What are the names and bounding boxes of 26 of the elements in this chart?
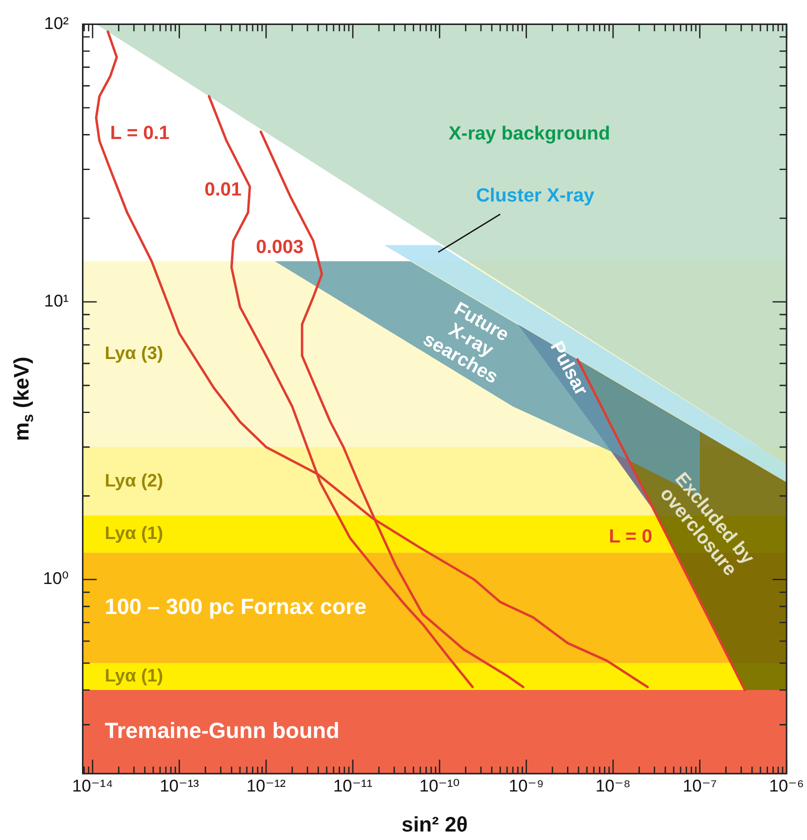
x-tick-label: 10⁻¹⁰ — [419, 776, 460, 796]
y-axis-title: ms (keV) — [10, 356, 38, 441]
series-label: 0.01 — [204, 180, 242, 201]
y-tick-label: 10¹ — [44, 292, 70, 311]
band-label: Lyα (1) — [104, 523, 164, 544]
series-label: L = 0 — [608, 526, 652, 548]
x-tick-label: 10⁻¹³ — [160, 776, 200, 796]
series-label: 0.003 — [256, 236, 304, 258]
x-tick-label: 10⁻⁷ — [682, 776, 717, 796]
band-label: Lyα (3) — [104, 343, 164, 364]
y-tick-label: 10⁰ — [42, 569, 69, 588]
x-tick-label: 10⁻¹² — [246, 776, 286, 796]
x-axis-title: sin² 2θ — [402, 813, 468, 836]
x-tick-label: 10⁻⁶ — [769, 776, 804, 796]
x-tick-label: 10⁻¹⁴ — [72, 776, 113, 796]
band-label: 100 – 300 pc Fornax core — [104, 594, 366, 619]
x-tick-label: 10⁻⁹ — [508, 776, 544, 796]
text: Cluster X-ray — [476, 185, 595, 206]
band-label: Lyα (1) — [104, 666, 164, 686]
x-tick-label: 10⁻⁸ — [596, 776, 631, 796]
series-label: X-ray background — [448, 123, 610, 144]
band-label: Lyα (2) — [104, 470, 164, 490]
y-tick-label: 10² — [44, 14, 70, 33]
band-label: Tremaine-Gunn bound — [104, 718, 340, 743]
x-tick-label: 10⁻¹¹ — [333, 776, 373, 796]
series-label: L = 0.1 — [110, 122, 170, 144]
